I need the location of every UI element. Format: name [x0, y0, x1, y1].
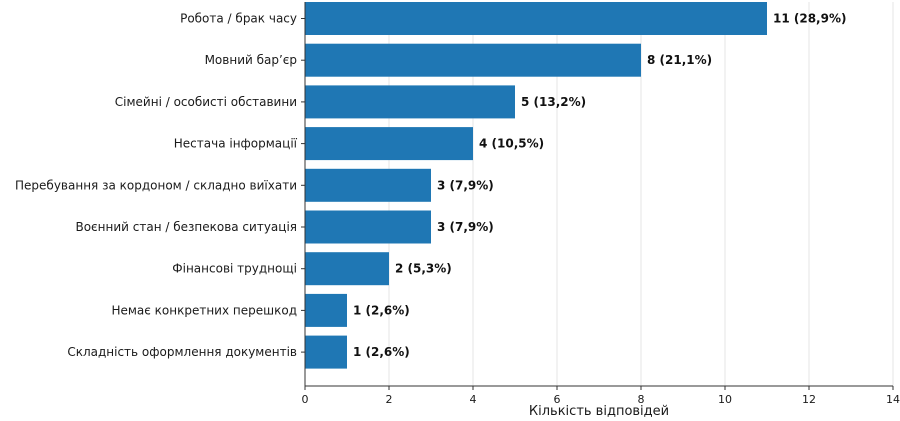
category-label: Перебування за кордоном / складно виїхат…: [15, 178, 297, 192]
bar: [305, 43, 641, 77]
data-label: 11 (28,9%): [773, 12, 846, 26]
category-label: Сімейні / особисті обставини: [115, 95, 297, 109]
x-tick-label: 6: [554, 393, 561, 406]
x-tick-label: 10: [718, 393, 732, 406]
data-label: 5 (13,2%): [521, 95, 586, 109]
bar: [305, 293, 347, 327]
x-tick-label: 2: [386, 393, 393, 406]
x-axis-ticks: 0 2 4 6 8 10 12 14: [302, 386, 900, 406]
x-axis-title: Кількість відповідей: [529, 404, 669, 419]
axes: [304, 2, 893, 387]
data-label: 3 (7,9%): [437, 220, 494, 234]
category-label: Немає конкретних перешкод: [111, 303, 297, 317]
data-label: 1 (2,6%): [353, 303, 410, 317]
x-tick-label: 0: [302, 393, 309, 406]
category-label: Воєнний стан / безпекова ситуація: [75, 220, 297, 234]
data-label: 4 (10,5%): [479, 137, 544, 151]
category-label: Робота / брак часу: [180, 12, 297, 26]
data-label: 1 (2,6%): [353, 345, 410, 359]
bars: [305, 2, 767, 369]
x-tick-label: 4: [470, 393, 477, 406]
data-label: 3 (7,9%): [437, 178, 494, 192]
category-label: Мовний бар’єр: [205, 53, 297, 67]
x-tick-label: 14: [886, 393, 900, 406]
x-tick-label: 12: [802, 393, 816, 406]
category-label: Фінансові труднощі: [172, 262, 297, 276]
category-label: Нестача інформації: [174, 137, 298, 151]
bar: [305, 252, 389, 286]
data-label: 8 (21,1%): [647, 53, 712, 67]
category-labels: Робота / брак часу Мовний бар’єр Сімейні /…: [15, 12, 305, 359]
data-label: 2 (5,3%): [395, 262, 452, 276]
bar: [305, 127, 473, 161]
bar: [305, 335, 347, 369]
bar: [305, 85, 515, 119]
bar: [305, 168, 431, 202]
x-tick-label: 8: [638, 393, 645, 406]
bar: [305, 210, 431, 244]
category-label: Складність оформлення документів: [67, 345, 297, 359]
data-labels: 11 (28,9%) 8 (21,1%) 5 (13,2%) 4 (10,5%) 3 (…: [353, 12, 846, 360]
bar: [305, 2, 767, 35]
